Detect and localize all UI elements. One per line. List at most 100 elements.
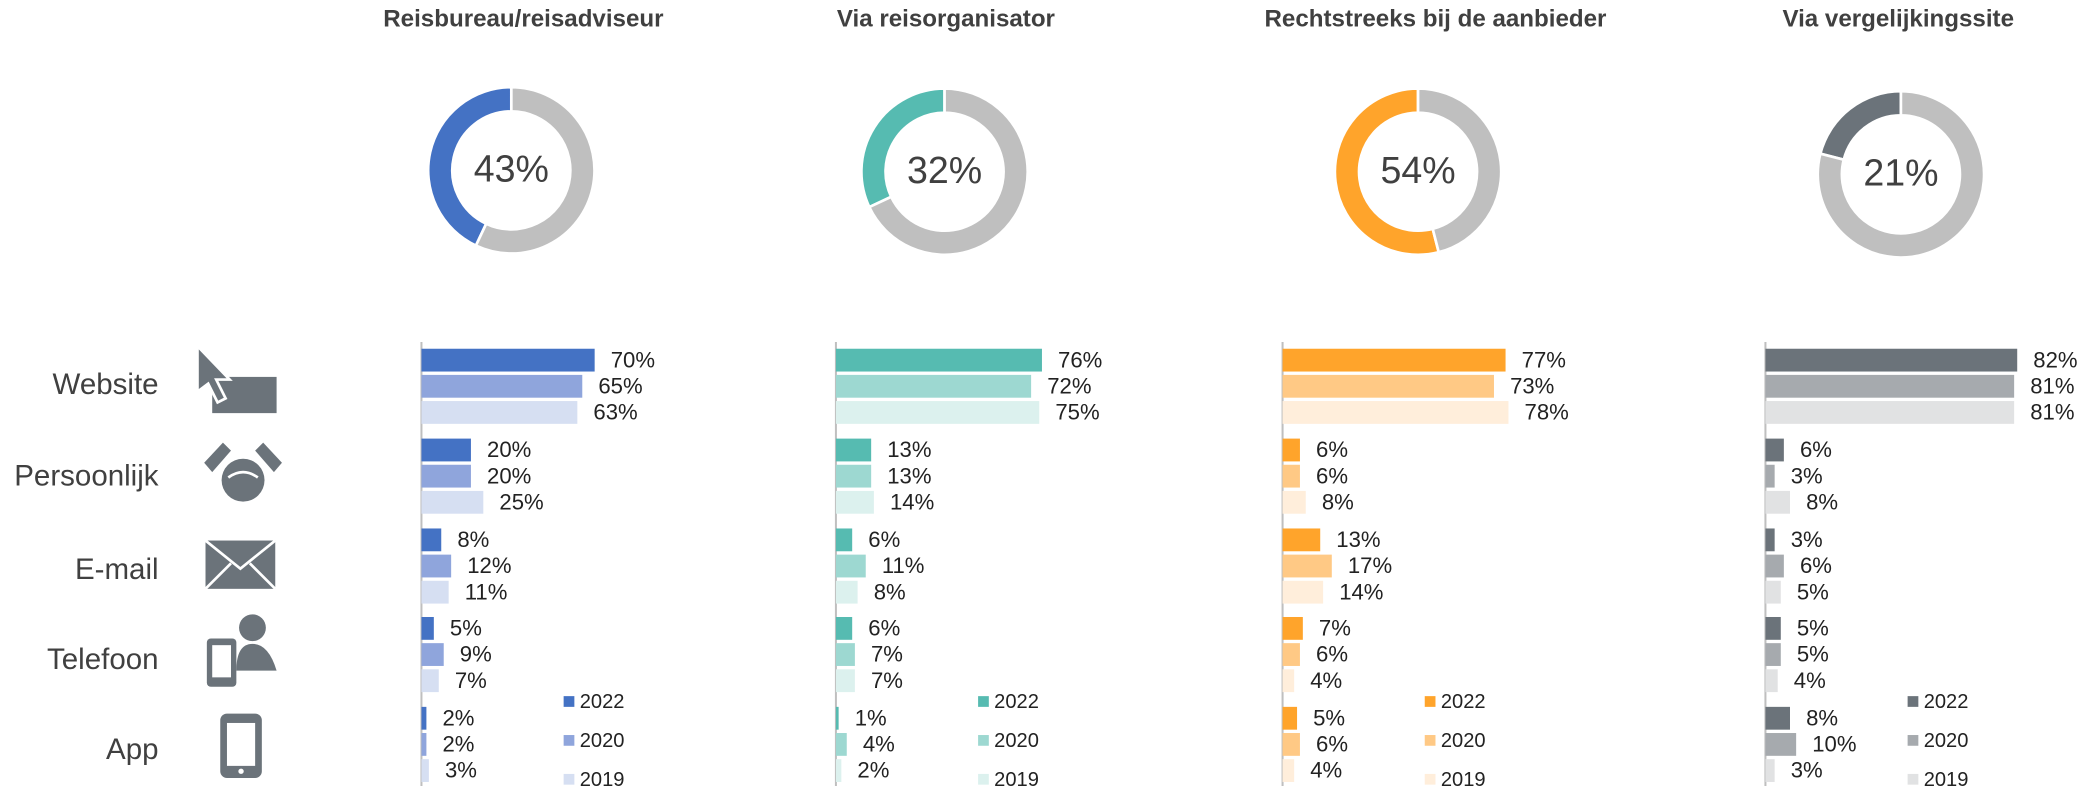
bar	[1765, 528, 1775, 552]
value-label: 1%	[855, 705, 887, 730]
bar	[421, 733, 427, 756]
legend-label: 2020	[1924, 730, 1969, 752]
bar	[421, 706, 427, 730]
bar	[1765, 464, 1775, 488]
legend-label: 2019	[1924, 769, 1969, 786]
value-label: 3%	[1791, 527, 1823, 552]
row-label: Website	[53, 368, 159, 401]
value-label: 6%	[868, 616, 900, 641]
donut-rest	[1416, 87, 1503, 254]
value-label: 3%	[445, 758, 477, 783]
bar	[421, 401, 578, 424]
value-label: 6%	[1800, 553, 1832, 578]
bar	[1765, 490, 1790, 514]
value-label: 8%	[1806, 705, 1838, 730]
value-label: 7%	[455, 668, 487, 693]
value-label: 65%	[598, 373, 642, 398]
bar	[835, 669, 855, 693]
value-label: 81%	[2030, 373, 2074, 398]
legend-swatch	[1424, 773, 1436, 785]
row-label: E-mail	[75, 553, 159, 586]
value-label: 8%	[1322, 490, 1354, 515]
legend-swatch	[1907, 773, 1919, 785]
value-label: 82%	[2033, 347, 2077, 372]
website-icon	[196, 342, 277, 414]
value-label: 25%	[499, 490, 543, 515]
row-label: Persoonlijk	[14, 459, 159, 492]
donut-segment	[426, 85, 513, 248]
legend-label: 2019	[1441, 769, 1486, 786]
bar	[1282, 490, 1306, 514]
bar	[1282, 669, 1295, 693]
bar	[835, 759, 842, 782]
value-label: 81%	[2030, 400, 2074, 425]
value-label: 3%	[1791, 758, 1823, 783]
icons	[196, 342, 282, 778]
value-label: 13%	[1336, 527, 1380, 552]
legend-swatch	[1907, 696, 1919, 707]
value-label: 63%	[593, 400, 637, 425]
bar	[1765, 348, 2018, 372]
value-label: 2%	[857, 758, 889, 783]
bar	[421, 348, 595, 372]
donut-rest	[474, 85, 596, 255]
donut-label: 21%	[1863, 152, 1938, 194]
bar	[835, 490, 874, 514]
bar	[1765, 374, 2015, 398]
donut-label: 43%	[474, 148, 549, 190]
donut-label: 32%	[907, 149, 982, 191]
bar	[421, 759, 429, 782]
bar	[421, 438, 471, 462]
value-label: 2%	[442, 705, 474, 730]
value-label: 6%	[1316, 437, 1348, 462]
value-label: 73%	[1510, 373, 1554, 398]
panel-title: Reisbureau/reisadviseur	[383, 5, 664, 32]
bar	[421, 643, 444, 666]
bar	[421, 528, 442, 552]
bar	[1765, 669, 1778, 693]
value-label: 7%	[1319, 616, 1351, 641]
bar	[1765, 554, 1784, 578]
value-label: 17%	[1348, 553, 1392, 578]
value-label: 6%	[1800, 437, 1832, 462]
value-label: 77%	[1522, 347, 1566, 372]
bar	[1282, 616, 1303, 640]
value-label: 3%	[1791, 463, 1823, 488]
value-label: 70%	[611, 347, 655, 372]
value-label: 7%	[871, 642, 903, 667]
value-label: 6%	[1316, 642, 1348, 667]
bar	[421, 374, 583, 398]
bar	[835, 554, 866, 578]
value-label: 14%	[890, 490, 934, 515]
value-label: 6%	[1316, 463, 1348, 488]
donut-rest	[1816, 89, 1986, 259]
value-label: 4%	[1794, 668, 1826, 693]
phone-person-icon	[206, 614, 277, 687]
bar	[1282, 706, 1298, 730]
donut-segment	[1818, 89, 1903, 162]
value-label: 11%	[882, 553, 925, 578]
legend-swatch	[563, 773, 575, 785]
bar	[835, 580, 858, 604]
value-label: 75%	[1055, 400, 1099, 425]
value-label: 13%	[887, 437, 931, 462]
legend-swatch	[978, 735, 989, 746]
value-label: 6%	[868, 527, 900, 552]
bar	[1765, 438, 1784, 462]
bar	[421, 490, 484, 514]
bar	[835, 616, 853, 640]
bar	[835, 348, 1042, 372]
value-label: 14%	[1339, 579, 1383, 604]
bar	[421, 616, 434, 640]
legend-swatch	[978, 696, 989, 707]
bar	[835, 733, 847, 756]
bar	[1765, 616, 1781, 640]
bar	[1282, 374, 1494, 398]
bar	[421, 554, 452, 578]
value-label: 8%	[874, 579, 906, 604]
bar	[1765, 706, 1790, 730]
bar	[1282, 528, 1321, 552]
value-label: 13%	[887, 463, 931, 488]
legend-label: 2022	[994, 691, 1039, 713]
